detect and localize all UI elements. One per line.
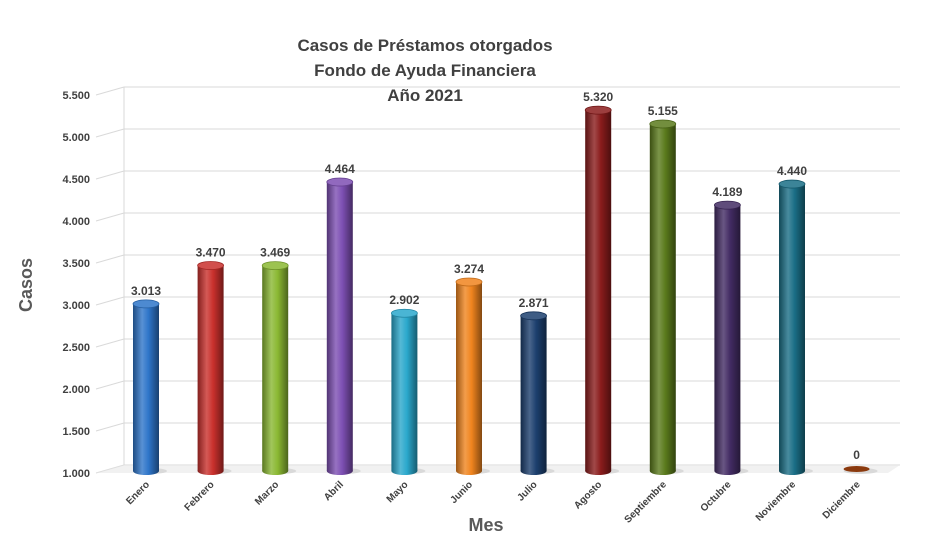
bar (197, 265, 224, 471)
x-category-label: Septiembre (623, 479, 670, 526)
gridline-slant (95, 338, 125, 348)
bar-top (132, 299, 160, 309)
data-label: 2.871 (519, 296, 549, 310)
y-axis-title: Casos (16, 258, 36, 312)
bar-top (778, 179, 806, 189)
x-category-label: Junio (448, 479, 475, 506)
bar (391, 313, 418, 471)
bar (262, 265, 289, 471)
bar-base (197, 467, 224, 475)
x-category-label: Octubre (699, 479, 734, 514)
bar-base (520, 467, 547, 475)
bar-base (714, 467, 741, 475)
bar-base (133, 467, 159, 475)
chart-title-line: Fondo de Ayuda Financiera (314, 61, 536, 80)
data-label: 3.013 (131, 284, 161, 298)
y-tick-label: 1.000 (62, 468, 90, 480)
x-category-label: Abril (322, 479, 346, 503)
y-axis-ticks: 1.000 1.500 2.000 2.500 3.000 3.500 4.000 4.500… (62, 90, 90, 480)
bar-base (326, 467, 353, 475)
bar-top (714, 200, 741, 210)
chart-title-line: Casos de Préstamos otorgados (297, 36, 552, 55)
x-category-label: Julio (515, 479, 539, 503)
data-label: 4.440 (777, 164, 807, 178)
y-tick-label: 3.000 (62, 300, 90, 312)
gridline-slant (95, 296, 125, 306)
bar (456, 281, 482, 471)
bar-top (326, 177, 354, 187)
bar-base (649, 467, 676, 475)
gridline-slant (95, 380, 125, 390)
x-category-label: Enero (124, 479, 152, 507)
bar-top (390, 308, 418, 318)
bar-top (649, 119, 677, 129)
y-tick-label: 4.000 (62, 216, 90, 228)
x-category-label: Diciembre (821, 479, 863, 521)
data-label: 5.155 (648, 104, 678, 118)
chart-title: Casos de Préstamos otorgados Fondo de Ayu… (297, 36, 552, 105)
data-label: 5.320 (583, 90, 613, 104)
gridline-slant (95, 422, 125, 432)
gridlines (95, 86, 900, 474)
data-label: 3.470 (196, 246, 226, 260)
bar-top (520, 311, 547, 321)
data-label: 2.902 (389, 293, 419, 307)
chart-floor (96, 465, 900, 473)
y-tick-label: 5.500 (62, 90, 90, 102)
gridline-slant (95, 128, 125, 138)
x-category-label: Febrero (183, 479, 217, 513)
data-label: 3.469 (260, 246, 290, 260)
bar-base (456, 467, 482, 475)
bar (714, 205, 741, 471)
y-tick-label: 5.000 (62, 132, 90, 144)
data-label: 3.274 (454, 262, 484, 276)
gridline-slant (95, 254, 125, 264)
bar-base (585, 467, 612, 475)
gridline-slant (95, 86, 125, 96)
data-label: 4.189 (712, 185, 742, 199)
bar-top (455, 277, 483, 287)
chart-title-line: Año 2021 (387, 86, 463, 105)
bar (649, 123, 676, 471)
x-category-label: Noviembre (754, 479, 799, 524)
x-category-label: Agosto (572, 479, 604, 511)
x-category-label: Mayo (385, 479, 411, 505)
data-label: 4.464 (325, 162, 355, 176)
bar (133, 303, 159, 471)
bars: 3.013 3.470 3.469 4.464 2.902 3.274 2.871 5.320… (131, 90, 878, 475)
bar-base (262, 467, 289, 475)
data-label: 0 (853, 448, 860, 462)
bar (779, 184, 805, 472)
y-tick-label: 2.000 (62, 384, 90, 396)
y-tick-label: 4.500 (62, 174, 90, 186)
y-tick-label: 2.500 (62, 342, 90, 354)
bar-base (779, 467, 805, 475)
bar (585, 110, 612, 472)
bar (843, 466, 870, 472)
bar-top (584, 105, 612, 115)
bar (326, 182, 353, 472)
x-axis-title: Mes (468, 515, 503, 535)
y-tick-label: 1.500 (62, 426, 90, 438)
y-tick-label: 3.500 (62, 258, 90, 270)
bar-top (261, 261, 289, 271)
bar-base (391, 467, 418, 475)
bar (520, 315, 547, 471)
gridline-slant (95, 212, 125, 222)
bar-top (197, 261, 225, 270)
gridline-slant (95, 170, 125, 180)
x-category-label: Marzo (253, 479, 281, 507)
